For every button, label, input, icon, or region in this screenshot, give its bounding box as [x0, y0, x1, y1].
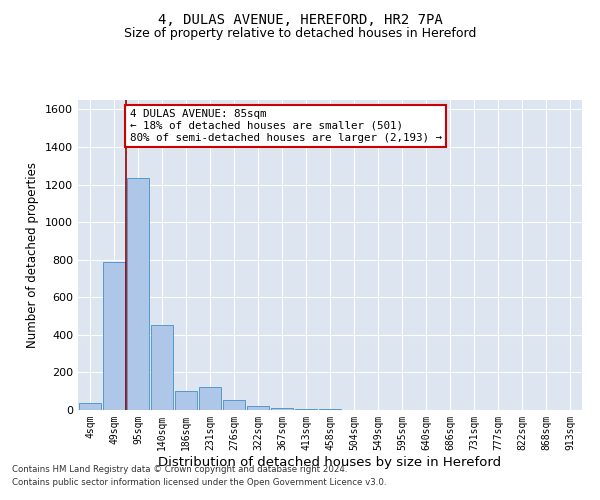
Bar: [175, 391, 197, 410]
Bar: [127, 178, 149, 410]
Y-axis label: Number of detached properties: Number of detached properties: [26, 162, 40, 348]
X-axis label: Distribution of detached houses by size in Hereford: Distribution of detached houses by size …: [158, 456, 502, 468]
Bar: [295, 409, 317, 410]
Bar: [247, 406, 269, 410]
Bar: [319, 409, 341, 410]
Bar: [199, 388, 221, 410]
Text: 4, DULAS AVENUE, HEREFORD, HR2 7PA: 4, DULAS AVENUE, HEREFORD, HR2 7PA: [158, 12, 442, 26]
Bar: [223, 400, 245, 410]
Text: Contains public sector information licensed under the Open Government Licence v3: Contains public sector information licen…: [12, 478, 386, 487]
Text: Contains HM Land Registry data © Crown copyright and database right 2024.: Contains HM Land Registry data © Crown c…: [12, 466, 347, 474]
Text: 4 DULAS AVENUE: 85sqm
← 18% of detached houses are smaller (501)
80% of semi-det: 4 DULAS AVENUE: 85sqm ← 18% of detached …: [130, 110, 442, 142]
Bar: [79, 404, 101, 410]
Text: Size of property relative to detached houses in Hereford: Size of property relative to detached ho…: [124, 28, 476, 40]
Bar: [103, 262, 125, 410]
Bar: [271, 408, 293, 410]
Bar: [151, 324, 173, 410]
